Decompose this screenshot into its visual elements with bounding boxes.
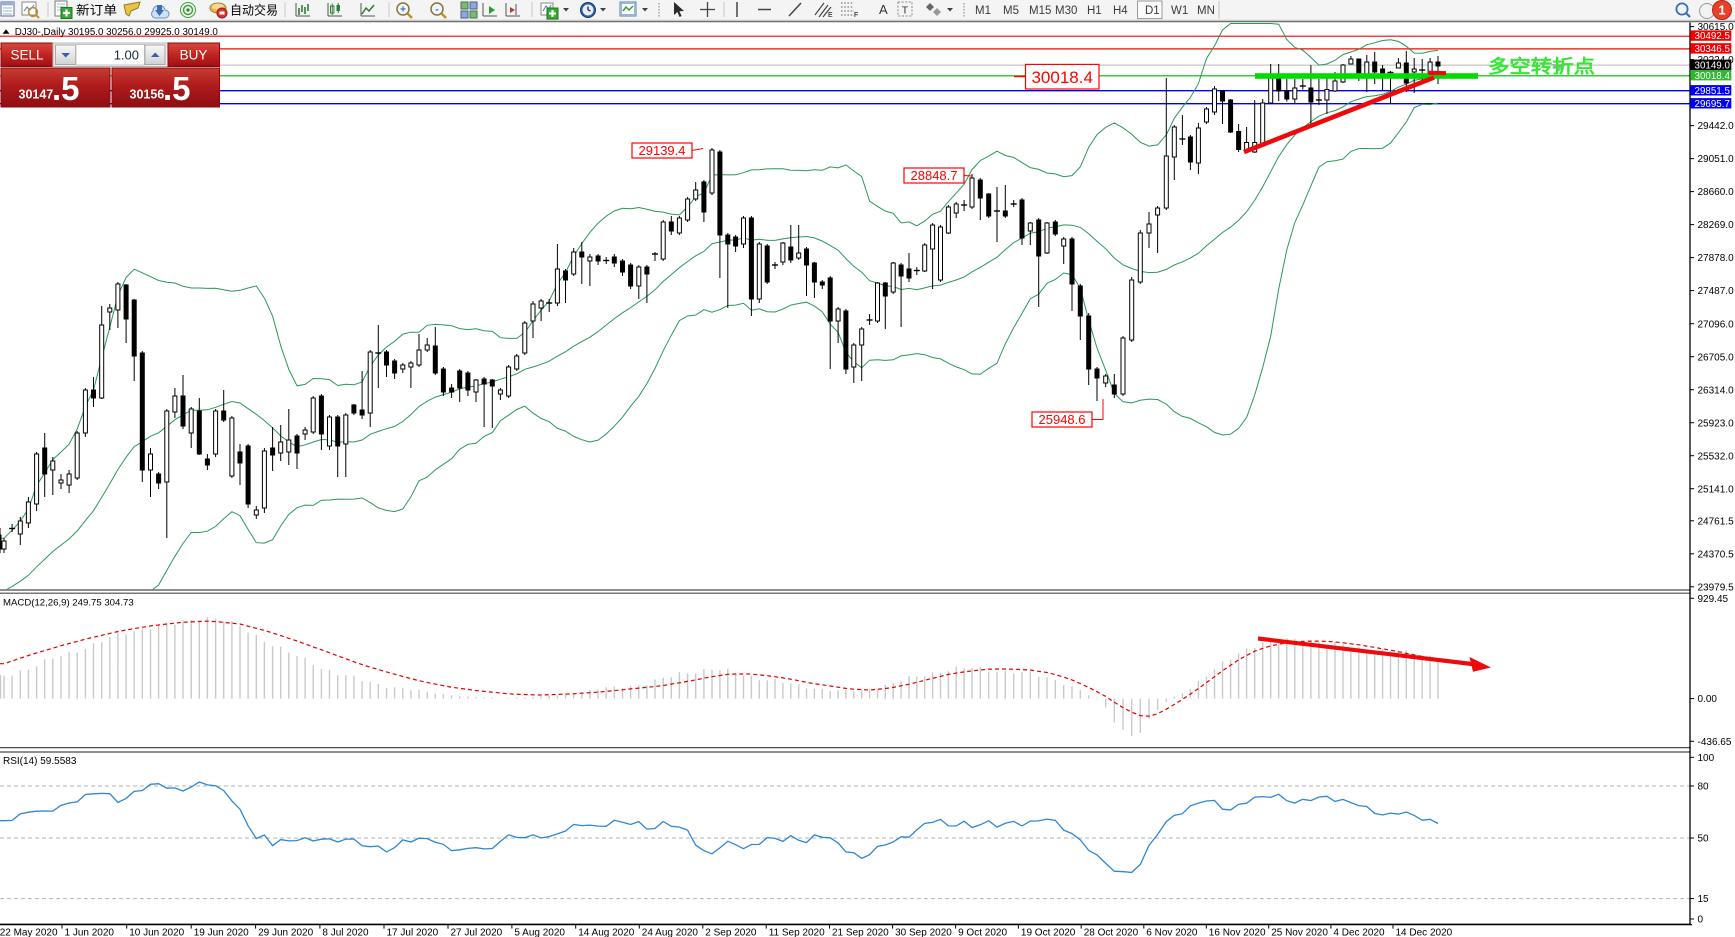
svg-text:-: - xyxy=(435,5,438,16)
svg-text:F: F xyxy=(854,12,858,19)
svg-text:11 Sep 2020: 11 Sep 2020 xyxy=(769,928,825,937)
svg-text:17 Jul 2020: 17 Jul 2020 xyxy=(387,928,439,937)
svg-text:28 Oct 2020: 28 Oct 2020 xyxy=(1084,928,1139,937)
svg-text:25141.0: 25141.0 xyxy=(1698,484,1735,495)
svg-text:28269.0: 28269.0 xyxy=(1698,220,1735,231)
svg-text:25948.6: 25948.6 xyxy=(1039,412,1086,427)
svg-text:E: E xyxy=(828,12,833,19)
svg-text:M1: M1 xyxy=(975,5,991,17)
svg-text:9 Oct 2020: 9 Oct 2020 xyxy=(958,928,1007,937)
svg-text:50: 50 xyxy=(1698,834,1710,845)
svg-text:SELL: SELL xyxy=(10,48,44,63)
svg-text:22 May 2020: 22 May 2020 xyxy=(0,928,58,937)
svg-text:M30: M30 xyxy=(1055,5,1077,17)
svg-text:MN: MN xyxy=(1197,5,1215,17)
svg-text:24 Aug 2020: 24 Aug 2020 xyxy=(642,928,699,937)
svg-text:26705.0: 26705.0 xyxy=(1698,352,1735,363)
svg-text:BUY: BUY xyxy=(180,48,208,63)
svg-text:19 Jun 2020: 19 Jun 2020 xyxy=(194,928,249,937)
svg-text:14 Aug 2020: 14 Aug 2020 xyxy=(578,928,635,937)
svg-text:5 Aug 2020: 5 Aug 2020 xyxy=(514,928,565,937)
svg-text:25532.0: 25532.0 xyxy=(1698,451,1735,462)
svg-text:M5: M5 xyxy=(1003,5,1019,17)
svg-text:30346.5: 30346.5 xyxy=(1695,44,1731,55)
svg-text:2 Sep 2020: 2 Sep 2020 xyxy=(705,928,757,937)
svg-text:25923.0: 25923.0 xyxy=(1698,418,1735,429)
svg-text:28660.0: 28660.0 xyxy=(1698,187,1735,198)
svg-text:29851.5: 29851.5 xyxy=(1695,86,1731,97)
svg-text:A: A xyxy=(879,2,888,17)
svg-text:30492.5: 30492.5 xyxy=(1695,31,1731,42)
svg-text:25 Nov 2020: 25 Nov 2020 xyxy=(1271,928,1328,937)
svg-text:24370.5: 24370.5 xyxy=(1698,549,1735,560)
svg-text:MACD(12,26,9) 249.75 304.73: MACD(12,26,9) 249.75 304.73 xyxy=(3,598,134,609)
svg-text:1 Jun 2020: 1 Jun 2020 xyxy=(65,928,115,937)
svg-text:26314.0: 26314.0 xyxy=(1698,385,1735,396)
svg-text:1: 1 xyxy=(1718,3,1725,18)
svg-text:8 Jul 2020: 8 Jul 2020 xyxy=(322,928,369,937)
svg-text:DJ30-,Daily 30195.0 30256.0 2: DJ30-,Daily 30195.0 30256.0 29925.0 3014… xyxy=(15,27,219,38)
svg-text:29051.0: 29051.0 xyxy=(1698,154,1735,165)
svg-text:0.00: 0.00 xyxy=(1698,694,1718,705)
svg-text:929.45: 929.45 xyxy=(1698,594,1729,605)
svg-text:+: + xyxy=(400,5,406,16)
svg-text:24761.5: 24761.5 xyxy=(1698,516,1735,527)
svg-text:0: 0 xyxy=(1698,915,1704,926)
svg-text:29442.0: 29442.0 xyxy=(1698,121,1735,132)
svg-text:100: 100 xyxy=(1698,753,1715,764)
svg-text:15: 15 xyxy=(1698,894,1710,905)
svg-text:M15: M15 xyxy=(1029,5,1051,17)
svg-text:D1: D1 xyxy=(1145,5,1160,17)
svg-text:30156: 30156 xyxy=(130,87,165,101)
svg-text:.5: .5 xyxy=(52,70,80,107)
svg-text:30018.4: 30018.4 xyxy=(1695,71,1731,82)
svg-text:27096.0: 27096.0 xyxy=(1698,319,1735,330)
svg-text:30149.0: 30149.0 xyxy=(1695,60,1731,71)
svg-text:29 Jun 2020: 29 Jun 2020 xyxy=(258,928,313,937)
svg-text:新订单: 新订单 xyxy=(76,3,117,18)
svg-text:10 Jun 2020: 10 Jun 2020 xyxy=(129,928,184,937)
svg-text:28848.7: 28848.7 xyxy=(911,168,958,183)
svg-text:W1: W1 xyxy=(1171,5,1188,17)
svg-text:29139.4: 29139.4 xyxy=(639,143,686,158)
svg-text:30147: 30147 xyxy=(19,87,54,101)
svg-text:19 Oct 2020: 19 Oct 2020 xyxy=(1021,928,1076,937)
svg-text:30 Sep 2020: 30 Sep 2020 xyxy=(895,928,952,937)
svg-text:-436.65: -436.65 xyxy=(1698,737,1732,748)
svg-text:自动交易: 自动交易 xyxy=(230,3,278,18)
svg-text:30615.0: 30615.0 xyxy=(1698,22,1735,33)
svg-text:T: T xyxy=(902,5,909,17)
svg-text:14 Dec 2020: 14 Dec 2020 xyxy=(1396,928,1453,937)
svg-text:27 Jul 2020: 27 Jul 2020 xyxy=(451,928,503,937)
svg-text:80: 80 xyxy=(1698,782,1710,793)
svg-text:27487.0: 27487.0 xyxy=(1698,286,1735,297)
svg-text:6 Nov 2020: 6 Nov 2020 xyxy=(1146,928,1198,937)
svg-text:27878.0: 27878.0 xyxy=(1698,253,1735,264)
svg-text:4 Dec 2020: 4 Dec 2020 xyxy=(1333,928,1385,937)
svg-text:30018.4: 30018.4 xyxy=(1031,68,1092,87)
svg-text:29695.7: 29695.7 xyxy=(1695,99,1730,110)
svg-text:H4: H4 xyxy=(1113,5,1128,17)
svg-text:21 Sep 2020: 21 Sep 2020 xyxy=(832,928,889,937)
svg-text:1.00: 1.00 xyxy=(114,48,139,63)
svg-text:.5: .5 xyxy=(163,70,191,107)
svg-text:16 Nov 2020: 16 Nov 2020 xyxy=(1209,928,1266,937)
svg-text:23979.5: 23979.5 xyxy=(1698,582,1735,593)
svg-text:RSI(14) 59.5583: RSI(14) 59.5583 xyxy=(3,756,77,767)
svg-text:多空转折点: 多空转折点 xyxy=(1488,56,1596,77)
svg-text:H1: H1 xyxy=(1087,5,1102,17)
